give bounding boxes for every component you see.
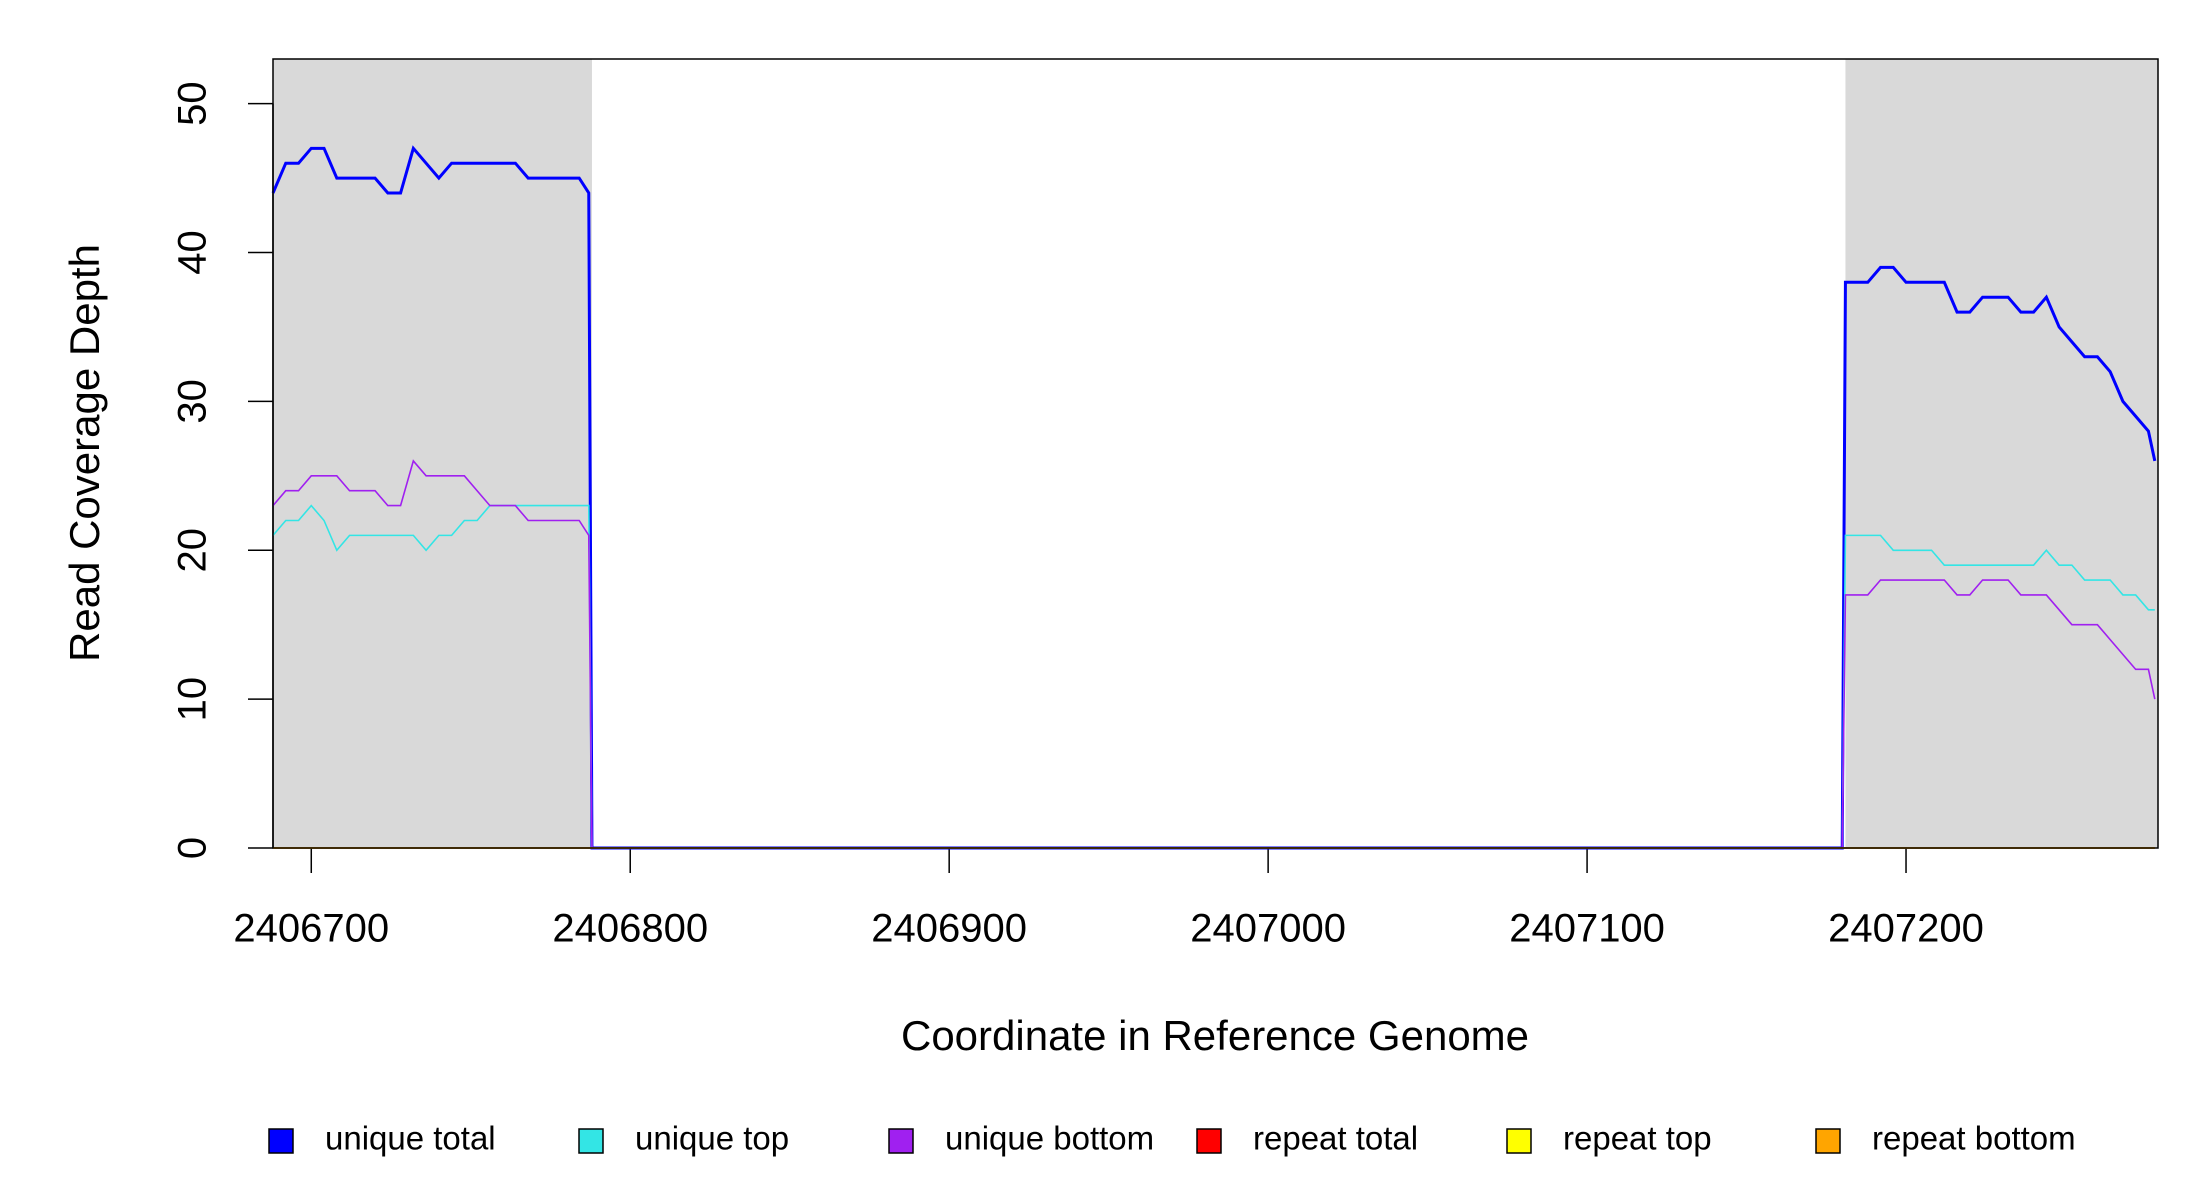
y-axis-title: Read Coverage Depth [61,244,108,662]
legend-swatch [578,1128,604,1154]
legend-label: unique top [635,1120,789,1157]
x-tick-label: 2407200 [1828,907,1984,951]
plot-frame [272,58,2159,849]
highlight-region [273,59,592,848]
x-tick-label: 2407100 [1509,907,1665,951]
x-axis-title: Coordinate in Reference Genome [901,1012,1529,1059]
legend-label: repeat top [1563,1120,1712,1157]
y-tick-label: 0 [171,837,215,859]
legend-label: repeat bottom [1872,1120,2076,1157]
y-tick-label: 40 [171,230,215,275]
legend-label: repeat total [1253,1120,1418,1157]
legend-swatch [1196,1128,1222,1154]
y-tick-label: 10 [171,677,215,722]
x-tick-label: 2406900 [871,907,1027,951]
y-tick-label: 50 [171,81,215,126]
highlight-region [1845,59,2158,848]
legend-label: unique bottom [945,1120,1154,1157]
legend-swatch [888,1128,914,1154]
legend-swatch [1506,1128,1532,1154]
x-tick-label: 2407000 [1190,907,1346,951]
y-tick-label: 30 [171,379,215,424]
x-tick-label: 2406800 [552,907,708,951]
x-tick-label: 2406700 [233,907,389,951]
legend-label: unique total [325,1120,496,1157]
y-tick-label: 20 [171,528,215,573]
legend-swatch [268,1128,294,1154]
legend-swatch [1815,1128,1841,1154]
